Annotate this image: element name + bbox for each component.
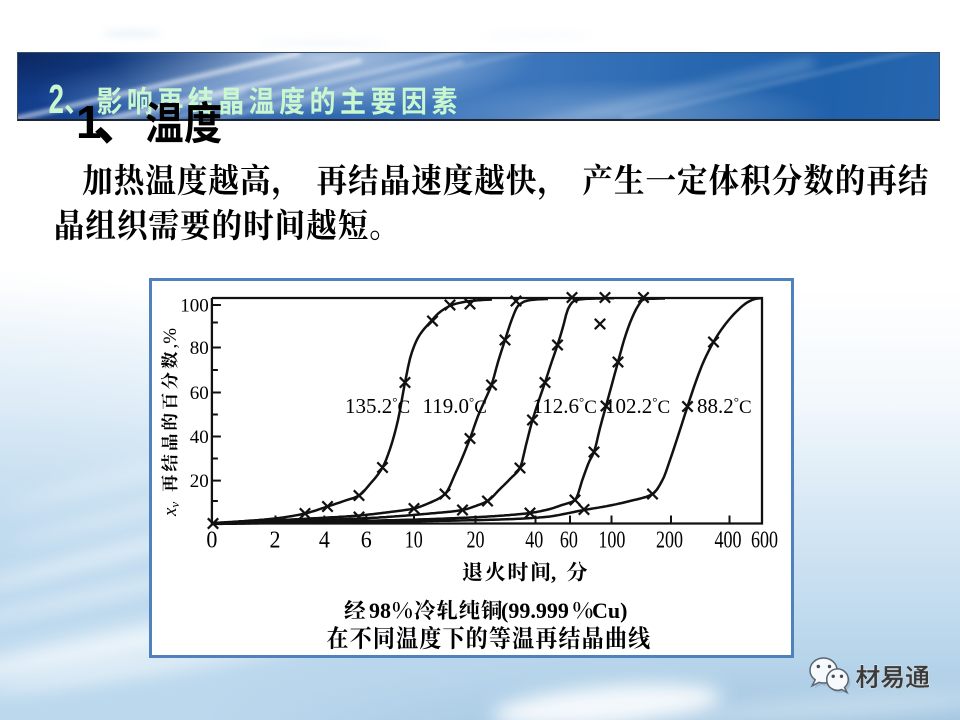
svg-text:88.2°C: 88.2°C [697, 394, 752, 418]
svg-text:100: 100 [180, 295, 209, 316]
svg-text:(99.999: (99.999 [501, 598, 569, 623]
svg-text:112.6°C: 112.6°C [533, 394, 597, 418]
svg-text:100: 100 [598, 527, 625, 554]
svg-text:2: 2 [49, 77, 65, 123]
svg-text:200: 200 [656, 527, 683, 554]
svg-text:135.2°C: 135.2°C [345, 394, 410, 418]
svg-text:,%: ,% [160, 328, 181, 349]
svg-text:6: 6 [361, 527, 372, 554]
svg-text:2: 2 [270, 527, 281, 554]
svg-text:Cu): Cu) [592, 598, 627, 623]
svg-text:20: 20 [467, 527, 485, 554]
svg-text:60: 60 [560, 527, 578, 554]
svg-text:119.0°C: 119.0°C [423, 394, 487, 418]
svg-text:10: 10 [405, 527, 423, 554]
svg-text:98: 98 [369, 598, 391, 623]
svg-text:80: 80 [190, 338, 209, 359]
svg-text:0: 0 [206, 527, 217, 554]
svg-text:40: 40 [525, 527, 543, 554]
svg-text:400: 400 [715, 527, 742, 554]
svg-text:102.2°C: 102.2°C [605, 394, 670, 418]
svg-text:4: 4 [319, 527, 330, 554]
svg-text:1: 1 [76, 96, 102, 148]
svg-text:xv: xv [160, 502, 182, 517]
svg-text:40: 40 [190, 427, 209, 448]
svg-text:60: 60 [190, 383, 209, 404]
svg-text:600: 600 [751, 527, 778, 554]
svg-text:20: 20 [190, 471, 209, 492]
svg-text:,: , [551, 561, 556, 585]
